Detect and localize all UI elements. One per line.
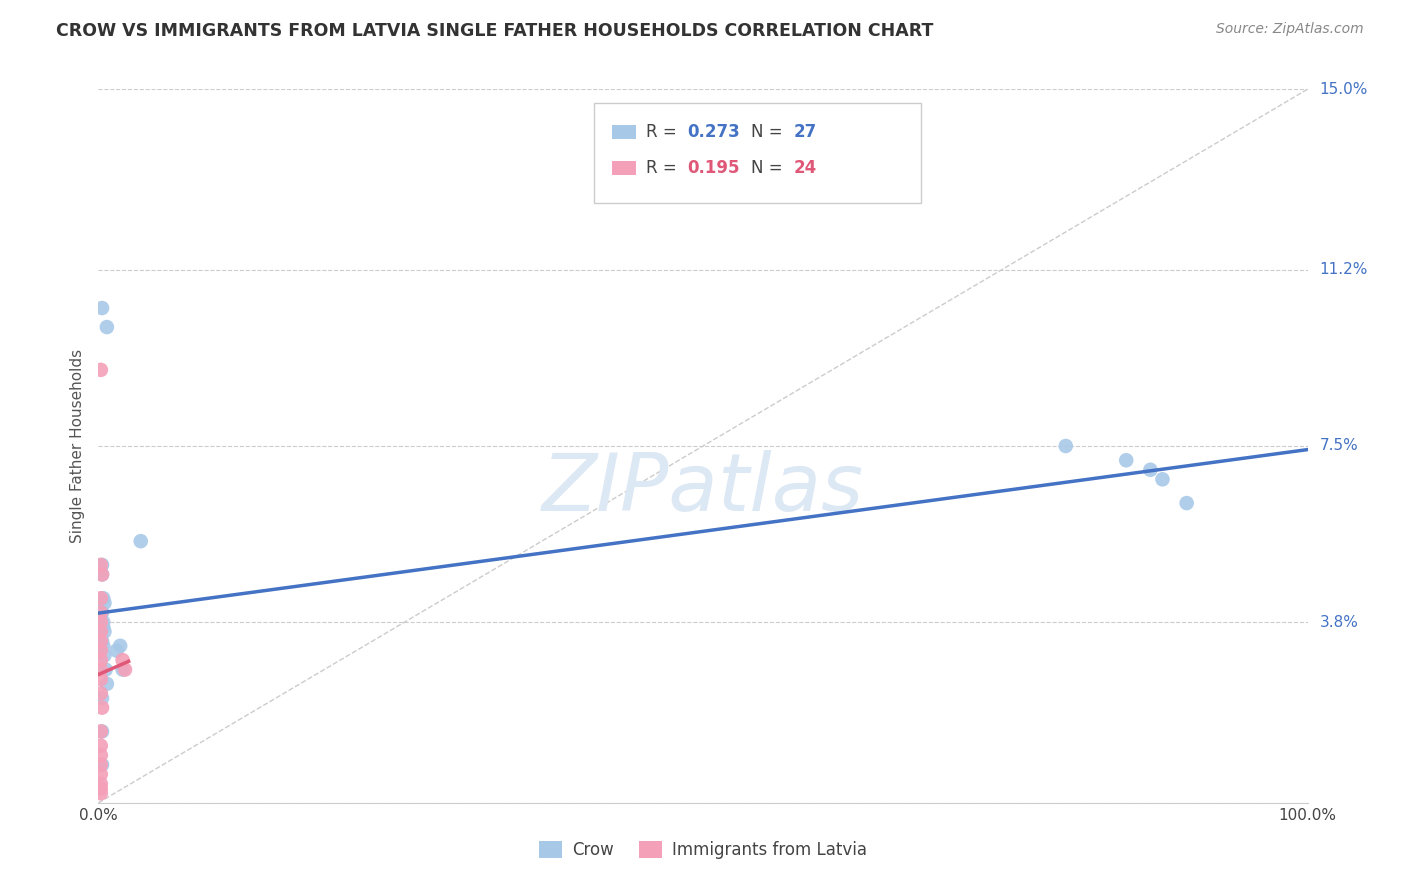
Point: [91, 606, 114, 620]
Text: N =: N =: [751, 159, 789, 177]
Point: [90, 777, 112, 791]
Point: [129, 534, 152, 549]
Point: [114, 663, 136, 677]
Point: [111, 653, 134, 667]
Point: [90, 615, 112, 629]
Text: 15.0%: 15.0%: [1320, 82, 1368, 96]
Point: [91, 634, 114, 648]
Text: ZIPatlas: ZIPatlas: [541, 450, 865, 528]
Text: 3.8%: 3.8%: [1320, 615, 1358, 630]
Legend: Crow, Immigrants from Latvia: Crow, Immigrants from Latvia: [531, 834, 875, 866]
Text: Source: ZipAtlas.com: Source: ZipAtlas.com: [1216, 22, 1364, 37]
Point: [108, 639, 131, 653]
Point: [90, 757, 112, 772]
Point: [91, 591, 114, 606]
Point: [91, 700, 114, 714]
Point: [90, 624, 112, 639]
Text: R =: R =: [647, 123, 682, 141]
Point: [90, 558, 112, 572]
Point: [90, 767, 112, 781]
Point: [90, 363, 112, 377]
Text: 7.5%: 7.5%: [1320, 439, 1358, 453]
Text: R =: R =: [647, 159, 682, 177]
Y-axis label: Single Father Households: Single Father Households: [70, 349, 86, 543]
Point: [90, 786, 112, 800]
Text: 27: 27: [793, 123, 817, 141]
Point: [93, 596, 115, 610]
Point: [91, 301, 114, 315]
Point: [105, 643, 128, 657]
Text: 0.195: 0.195: [688, 159, 740, 177]
Point: [90, 591, 112, 606]
Point: [90, 634, 112, 648]
Text: CROW VS IMMIGRANTS FROM LATVIA SINGLE FATHER HOUSEHOLDS CORRELATION CHART: CROW VS IMMIGRANTS FROM LATVIA SINGLE FA…: [56, 22, 934, 40]
Point: [90, 781, 112, 796]
Point: [1152, 472, 1174, 486]
Point: [90, 653, 112, 667]
Point: [1054, 439, 1077, 453]
Point: [93, 624, 115, 639]
Point: [91, 567, 114, 582]
Point: [1115, 453, 1137, 467]
Point: [90, 663, 112, 677]
Point: [91, 757, 114, 772]
Point: [94, 663, 117, 677]
Point: [96, 677, 118, 691]
Point: [91, 724, 114, 739]
Point: [90, 606, 112, 620]
FancyBboxPatch shape: [595, 103, 921, 203]
Point: [1139, 463, 1161, 477]
Text: 0.273: 0.273: [688, 123, 740, 141]
Point: [96, 320, 118, 334]
Point: [90, 672, 112, 686]
Point: [91, 691, 114, 706]
Point: [90, 748, 112, 763]
Point: [1175, 496, 1198, 510]
Text: 11.2%: 11.2%: [1320, 262, 1368, 277]
Text: 24: 24: [793, 159, 817, 177]
Text: N =: N =: [751, 123, 789, 141]
Point: [90, 724, 112, 739]
Point: [91, 639, 114, 653]
Point: [91, 567, 114, 582]
Point: [111, 663, 134, 677]
Point: [91, 615, 114, 629]
Point: [93, 648, 115, 663]
FancyBboxPatch shape: [612, 161, 637, 175]
Point: [90, 686, 112, 700]
Point: [90, 643, 112, 657]
Point: [91, 558, 114, 572]
Point: [90, 739, 112, 753]
FancyBboxPatch shape: [612, 125, 637, 139]
Point: [91, 620, 114, 634]
